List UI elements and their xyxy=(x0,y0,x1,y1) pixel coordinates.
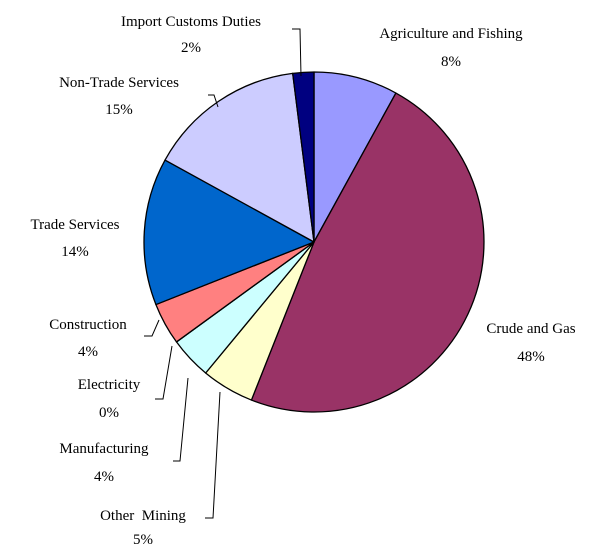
slice-labels: Agriculture and Fishing 8% Crude and Gas 48… xyxy=(30,14,575,546)
slice-value-manufacturing: 4% xyxy=(94,469,114,485)
slice-value-agriculture-and-fishing: 8% xyxy=(441,54,461,70)
leader-line-other-mining xyxy=(205,391,221,519)
pie-slices xyxy=(143,71,485,413)
slice-value-import-customs-duties: 2% xyxy=(181,40,201,56)
slice-label-trade-services: Trade Services xyxy=(30,217,119,233)
slice-label-manufacturing: Manufacturing xyxy=(59,441,149,457)
leader-line-import-customs-duties xyxy=(292,28,302,77)
slice-crude-and-gas xyxy=(250,92,485,413)
slice-label-other-mining: Other Mining xyxy=(100,508,186,524)
slice-label-construction: Construction xyxy=(49,317,127,333)
slice-value-construction: 4% xyxy=(78,344,98,360)
slice-label-import-customs-duties: Import Customs Duties xyxy=(121,14,261,30)
slice-value-electricity: 0% xyxy=(99,405,119,421)
leader-lines xyxy=(144,28,302,519)
slice-value-crude-and-gas: 48% xyxy=(517,349,545,365)
leader-line-non-trade-services xyxy=(208,94,219,108)
slice-label-non-trade-services: Non-Trade Services xyxy=(59,75,179,91)
slice-import-customs-duties xyxy=(292,71,315,243)
slice-non-trade-services xyxy=(164,72,315,243)
leader-line-construction xyxy=(144,319,160,337)
slice-value-non-trade-services: 15% xyxy=(105,102,133,118)
slice-value-trade-services: 14% xyxy=(61,244,89,260)
leader-line-manufacturing xyxy=(173,377,189,462)
slice-label-agriculture-and-fishing: Agriculture and Fishing xyxy=(379,26,523,42)
slice-value-other-mining: 5% xyxy=(133,532,153,546)
slice-label-electricity: Electricity xyxy=(78,377,141,393)
slice-trade-services xyxy=(143,159,315,306)
slice-label-crude-and-gas: Crude and Gas xyxy=(486,321,575,337)
leader-line-electricity xyxy=(155,345,173,400)
